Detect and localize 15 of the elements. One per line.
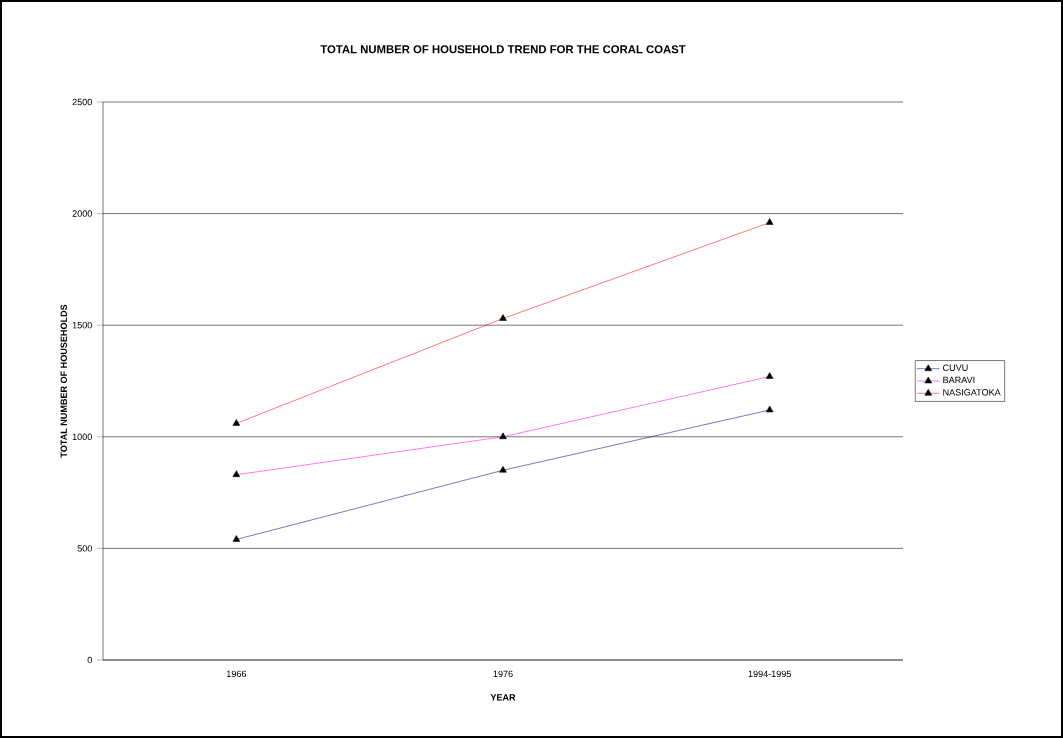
- x-axis-title: YEAR: [490, 694, 516, 701]
- y-axis-title: TOTAL NUMBER OF HOUSEHOLDS: [60, 304, 67, 458]
- y-tick-label: 0: [87, 656, 92, 664]
- y-tick-label: 2500: [72, 98, 92, 106]
- chart-title: TOTAL NUMBER OF HOUSEHOLD TREND FOR THE CORAL COAST: [320, 45, 686, 54]
- y-tick-label: 2000: [72, 210, 92, 217]
- legend-label: NASIGATOKA: [943, 389, 1001, 396]
- legend-label: BARAVI: [943, 376, 975, 384]
- legend-label: CUVU: [943, 364, 968, 371]
- x-tick-label: 1994-1995: [748, 670, 791, 678]
- y-tick-label: 1500: [72, 321, 92, 329]
- y-tick-label: 1000: [72, 433, 92, 440]
- x-tick-label: 1976: [493, 670, 513, 678]
- y-tick-label: 500: [77, 545, 92, 552]
- x-tick-label: 1966: [226, 670, 247, 678]
